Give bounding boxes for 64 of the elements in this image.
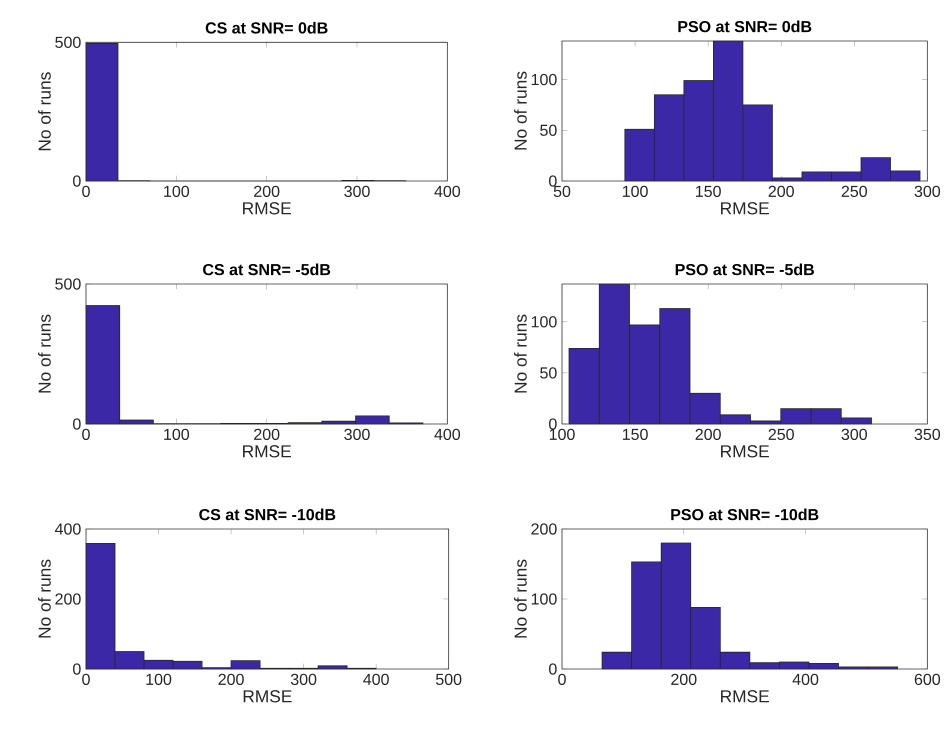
y-tick-label: 200 bbox=[55, 593, 81, 605]
y-tick-label: 50 bbox=[540, 124, 557, 136]
x-tick-label: 300 bbox=[842, 428, 867, 440]
x-tick-label: 100 bbox=[146, 674, 172, 686]
x-axis-title: RMSE bbox=[721, 202, 769, 214]
chart-title: CS at SNR= -10dB bbox=[199, 508, 336, 520]
y-axis-title: No of runs bbox=[514, 560, 527, 638]
y-axis-title: No of runs bbox=[38, 560, 51, 638]
x-tick-label: 100 bbox=[622, 186, 648, 198]
x-tick-label: 300 bbox=[290, 674, 316, 686]
x-tick-label: 300 bbox=[344, 186, 370, 198]
x-tick-label: 200 bbox=[218, 674, 244, 686]
y-axis-title: No of runs bbox=[514, 314, 527, 393]
chart-title: CS at SNR= 0dB bbox=[206, 22, 328, 34]
y-axis-title: No of runs bbox=[38, 72, 51, 150]
x-tick-label: 200 bbox=[254, 428, 280, 440]
y-tick-label: 0 bbox=[73, 663, 81, 675]
y-tick-label: 0 bbox=[549, 663, 557, 675]
x-tick-label: 300 bbox=[344, 428, 370, 440]
x-tick-label: 250 bbox=[768, 428, 794, 440]
x-tick-label: 0 bbox=[558, 674, 566, 686]
x-tick-label: 400 bbox=[434, 186, 460, 198]
chart-title: PSO at SNR= -5dB bbox=[676, 264, 814, 276]
x-axis-title: RMSE bbox=[243, 445, 291, 458]
chart-title: PSO at SNR= 0dB bbox=[678, 20, 812, 32]
y-tick-label: 500 bbox=[55, 36, 81, 48]
y-tick-label: 0 bbox=[549, 175, 557, 187]
x-tick-label: 400 bbox=[434, 428, 460, 440]
x-tick-label: 300 bbox=[914, 186, 940, 198]
x-tick-label: 350 bbox=[914, 428, 940, 440]
x-tick-label: 500 bbox=[436, 674, 462, 686]
chart-title: CS at SNR= -5dB bbox=[203, 264, 330, 276]
x-tick-label: 0 bbox=[82, 428, 90, 440]
x-tick-label: 150 bbox=[696, 186, 721, 198]
x-tick-label: 150 bbox=[622, 428, 648, 440]
x-axis-title: RMSE bbox=[721, 445, 769, 458]
y-tick-label: 200 bbox=[531, 523, 557, 535]
x-tick-label: 200 bbox=[671, 674, 697, 686]
x-tick-label: 200 bbox=[254, 186, 280, 198]
x-axis-title: RMSE bbox=[244, 690, 292, 702]
y-tick-label: 400 bbox=[54, 523, 81, 535]
y-tick-label: 0 bbox=[549, 418, 557, 430]
y-tick-label: 100 bbox=[532, 74, 557, 86]
y-tick-label: 100 bbox=[532, 316, 557, 328]
y-axis-title: No of runs bbox=[38, 314, 51, 393]
x-axis-title: RMSE bbox=[243, 202, 291, 214]
x-tick-label: 200 bbox=[696, 428, 721, 440]
x-tick-label: 250 bbox=[842, 186, 867, 198]
y-tick-label: 0 bbox=[73, 418, 81, 430]
x-tick-label: 400 bbox=[792, 674, 818, 686]
x-tick-label: 400 bbox=[363, 674, 389, 686]
y-tick-label: 500 bbox=[55, 278, 81, 290]
chart-title: PSO at SNR= -10dB bbox=[671, 508, 818, 520]
y-axis-title: No of runs bbox=[514, 72, 527, 150]
y-tick-label: 100 bbox=[532, 593, 557, 605]
x-tick-label: 600 bbox=[914, 674, 940, 686]
x-tick-label: 100 bbox=[164, 186, 190, 198]
y-tick-label: 0 bbox=[73, 175, 81, 187]
x-tick-label: 0 bbox=[82, 186, 90, 198]
x-tick-label: 100 bbox=[164, 428, 190, 440]
x-tick-label: 200 bbox=[768, 186, 794, 198]
x-axis-title: RMSE bbox=[721, 690, 769, 702]
y-tick-label: 50 bbox=[540, 367, 557, 379]
x-tick-label: 0 bbox=[82, 674, 90, 686]
